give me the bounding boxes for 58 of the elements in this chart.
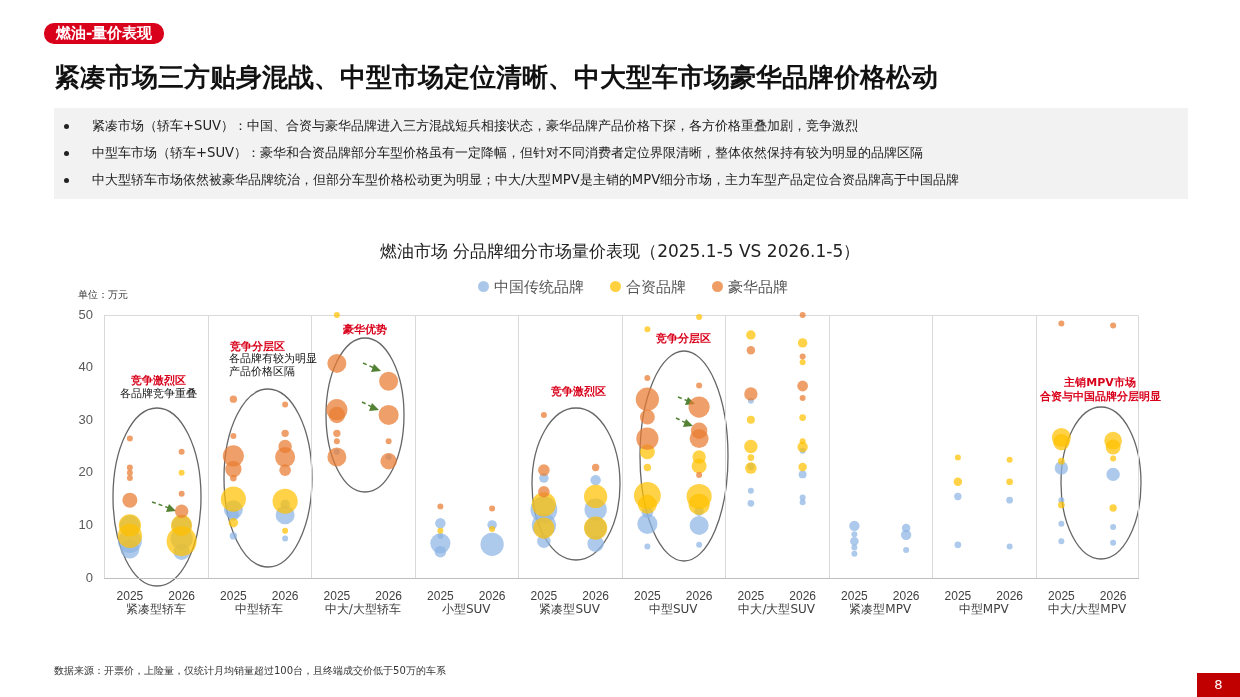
text: 小型SUV <box>441 602 492 617</box>
text: 中大/大型SUV <box>738 602 816 617</box>
legend-label: 中国传统品牌 <box>494 278 584 296</box>
x-tick-label: 2025 <box>944 588 972 603</box>
y-tick-label: 20 <box>78 464 93 480</box>
y-tick-label: 50 <box>78 306 93 322</box>
text: 紧凑市场（轿车+SUV）：中国、合资与豪华品牌进入三方混战短兵相接状态，豪华品牌产品价格下探，各方价格重叠加剧，竞争激烈 <box>92 117 859 135</box>
x-tick-label: 2026 <box>168 588 196 603</box>
x-tick-label: 2025 <box>634 588 662 603</box>
text: 中型轿车 <box>235 602 284 617</box>
x-tick-label: 2026 <box>375 588 403 603</box>
y-tick-label: 10 <box>78 516 93 532</box>
x-tick-label: 2025 <box>220 588 248 603</box>
y-tick-label: 30 <box>78 411 93 427</box>
text: 紧凑型轿车 <box>125 602 186 617</box>
annotation: 竞争激烈区 <box>550 384 606 399</box>
y-axis-title: 单位：万元 <box>78 288 128 302</box>
text: 燃油-量价表现 <box>44 23 165 44</box>
text: 紧凑型MPV <box>849 602 912 617</box>
text: 中型车市场（轿车+SUV）：豪华和合资品牌部分车型价格虽有一定降幅，但针对不同消费者定位界限清晰，整体依然保持有较为明显的品牌区隔 <box>92 144 924 162</box>
x-tick-label: 2026 <box>996 588 1024 603</box>
annotation: 竞争激烈区 <box>130 373 186 388</box>
annotation: 主销MPV市场 <box>1064 375 1136 390</box>
y-tick-label: 0 <box>85 569 93 585</box>
x-tick-label: 2026 <box>892 588 920 603</box>
text: 中大型轿车市场依然被豪华品牌统治，但部分车型价格松动更为明显；中大/大型MPV是主销的MPV细分市场，主力车型产品定位合资品牌高于中国品牌 <box>92 171 960 189</box>
x-tick-label: 2025 <box>323 588 351 603</box>
x-tick-label: 2026 <box>685 588 713 603</box>
annotation: 竞争分层区 <box>229 339 285 353</box>
y-tick-label: 40 <box>78 359 93 375</box>
x-tick-label: 2026 <box>271 588 299 603</box>
x-tick-label: 2025 <box>841 588 869 603</box>
annotation: 豪华优势 <box>343 322 387 337</box>
x-tick-label: 2025 <box>427 588 455 603</box>
annotation: 合资与中国品牌分层明显 <box>1039 389 1161 404</box>
text: 中大/大型MPV <box>1048 602 1127 617</box>
x-tick-label: 2026 <box>789 588 817 603</box>
x-tick-label: 2025 <box>1048 588 1076 603</box>
text: 中型MPV <box>958 602 1010 617</box>
annotation: 竞争分层区 <box>655 331 711 346</box>
text: 紧凑型SUV <box>539 602 601 617</box>
source-note: 数据来源：开票价，上险量，仅统计月均销量超过100台，且终端成交价低于50万的车系 <box>54 664 446 678</box>
text: 中大/大型轿车 <box>324 602 401 617</box>
legend-label: 豪华品牌 <box>728 278 788 296</box>
x-tick-label: 2025 <box>530 588 558 603</box>
annotation: 各品牌有较为明显 <box>229 351 317 366</box>
chart-subtitle: 紧凑市场三方贴身混战、中型市场定位清晰、中大型车市场豪华品牌价格松动 <box>54 61 938 94</box>
chart-title: 燃油市场 分品牌细分市场量价表现（2025.1-5 VS 2026.1-5） <box>378 240 862 263</box>
annotation: 产品价格区隔 <box>229 364 295 379</box>
legend-label: 合资品牌 <box>626 278 686 296</box>
x-tick-label: 2025 <box>737 588 765 603</box>
text: 中型SUV <box>648 602 699 617</box>
x-tick-label: 2026 <box>1099 588 1127 603</box>
x-tick-label: 2026 <box>582 588 610 603</box>
text: 8 <box>1197 673 1240 697</box>
annotation: 各品牌竞争重叠 <box>119 386 197 401</box>
x-tick-label: 2025 <box>116 588 144 603</box>
x-tick-label: 2026 <box>478 588 506 603</box>
